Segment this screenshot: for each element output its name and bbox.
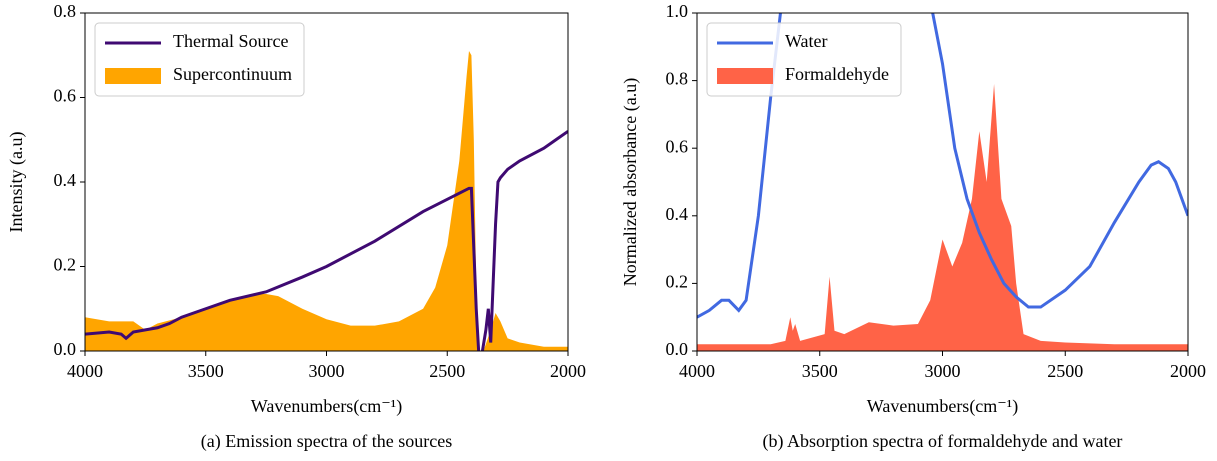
caption: (a) Emission spectra of the sources (201, 431, 452, 452)
y-tick-label: 1.0 (666, 1, 689, 21)
x-axis-label: Wavenumbers(cm⁻¹) (251, 396, 402, 417)
line (85, 130, 568, 351)
x-tick-label: 3500 (188, 361, 224, 381)
legend-label: Thermal Source (173, 31, 288, 51)
line (697, 13, 1188, 319)
x-tick-label: 2500 (429, 361, 465, 381)
y-tick-label: 0.0 (666, 339, 689, 359)
x-tick-label: 4000 (67, 361, 103, 381)
y-tick-label: 0.2 (666, 272, 689, 292)
x-tick-label: 2500 (1047, 361, 1083, 381)
x-tick-label: 3500 (802, 361, 838, 381)
legend-label: Supercontinuum (173, 64, 292, 84)
legend: Water Formaldehyde (706, 22, 902, 97)
y-tick-label: 0.8 (54, 1, 77, 21)
x-axis-label: Wavenumbers(cm⁻¹) (867, 396, 1018, 417)
y-tick-label: 0.0 (54, 339, 77, 359)
plot-area (697, 13, 1188, 351)
x-tick-label: 2000 (1170, 361, 1206, 381)
legend-label: Formaldehyde (785, 64, 889, 84)
y-tick-label: 0.2 (54, 255, 77, 275)
y-tick-label: 0.4 (666, 204, 689, 224)
y-tick-label: 0.8 (666, 69, 689, 89)
legend-swatch (717, 68, 773, 84)
y-tick-label: 0.6 (54, 86, 77, 106)
plot-area (85, 51, 568, 351)
legend: Thermal Source Supercontinuum (94, 22, 305, 97)
y-tick-label: 0.4 (54, 170, 77, 190)
x-tick-label: 2000 (550, 361, 586, 381)
y-axis-label: Intensity (a.u) (6, 132, 27, 233)
y-axis-label: Normalized absorbance (a.u) (620, 78, 641, 286)
y-tick-label: 0.6 (666, 136, 689, 156)
legend-label: Water (785, 31, 828, 51)
area (697, 83, 1188, 351)
x-tick-label: 4000 (679, 361, 715, 381)
x-tick-label: 3000 (309, 361, 345, 381)
area (85, 51, 568, 351)
caption: (b) Absorption spectra of formaldehyde a… (763, 431, 1123, 452)
legend-swatch (105, 68, 161, 84)
x-tick-label: 3000 (925, 361, 961, 381)
